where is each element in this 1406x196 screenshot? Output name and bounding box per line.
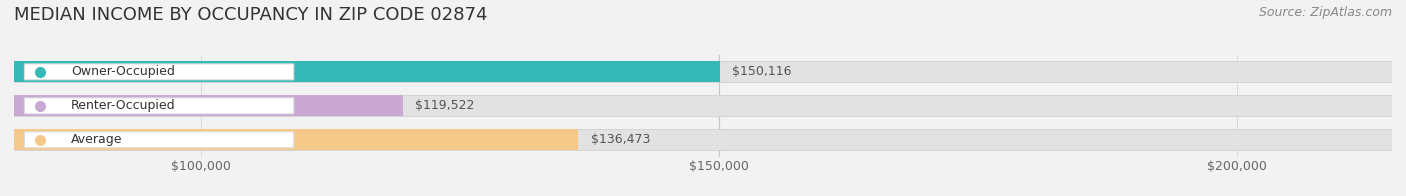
Bar: [14, 61, 720, 82]
FancyBboxPatch shape: [24, 98, 294, 114]
Bar: [14, 129, 1392, 150]
FancyBboxPatch shape: [24, 64, 294, 80]
Text: Renter-Occupied: Renter-Occupied: [72, 99, 176, 112]
Text: $150,116: $150,116: [733, 65, 792, 78]
Bar: [14, 95, 402, 116]
Text: Average: Average: [72, 133, 122, 146]
Text: MEDIAN INCOME BY OCCUPANCY IN ZIP CODE 02874: MEDIAN INCOME BY OCCUPANCY IN ZIP CODE 0…: [14, 6, 488, 24]
Bar: [14, 129, 578, 150]
Bar: [14, 61, 1392, 82]
Text: $119,522: $119,522: [415, 99, 475, 112]
Text: Owner-Occupied: Owner-Occupied: [72, 65, 174, 78]
Bar: [14, 95, 1392, 116]
Text: Source: ZipAtlas.com: Source: ZipAtlas.com: [1258, 6, 1392, 19]
FancyBboxPatch shape: [24, 132, 294, 148]
Text: $136,473: $136,473: [591, 133, 650, 146]
